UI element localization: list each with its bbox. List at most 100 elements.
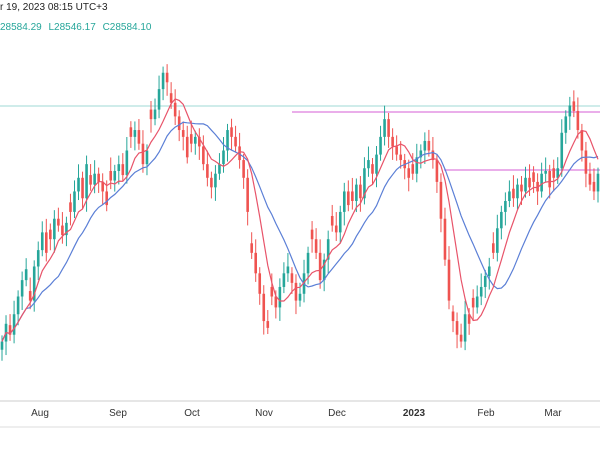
candle-body (157, 89, 161, 110)
candle (524, 166, 527, 198)
candle-body (427, 140, 431, 151)
candle (387, 112, 390, 148)
candle-body (145, 150, 149, 165)
candle-body (520, 184, 523, 192)
candle (399, 141, 402, 169)
candle-body (306, 252, 310, 274)
candle (355, 178, 358, 213)
candle-body (475, 296, 479, 308)
candle (165, 64, 169, 96)
candle-body (117, 164, 121, 171)
ohlc-value-low: L28546.17 (48, 22, 96, 33)
candle (451, 305, 455, 333)
candle-body (347, 191, 350, 206)
candle (286, 252, 290, 282)
candle (516, 178, 519, 210)
candle-body (97, 173, 100, 182)
candle (109, 157, 113, 190)
candle-body (375, 154, 378, 174)
candle-body (181, 130, 185, 137)
candle-body (49, 229, 52, 240)
candle (278, 278, 282, 321)
candle (53, 210, 56, 253)
candle (596, 167, 600, 203)
candle-body (459, 334, 463, 342)
candle (129, 121, 133, 148)
candle (588, 162, 592, 191)
candle (359, 176, 362, 212)
candle (379, 125, 382, 161)
candle-body (270, 286, 274, 297)
candle (500, 205, 503, 240)
candle-body (133, 130, 137, 137)
candle (294, 274, 298, 315)
candle-body (234, 136, 237, 147)
candle-body (226, 130, 229, 151)
candle (113, 164, 117, 192)
candle-body (524, 177, 527, 192)
candle (250, 232, 253, 259)
candle (153, 98, 157, 126)
candle-body (371, 164, 374, 174)
candle (342, 182, 346, 226)
candle-body (580, 130, 584, 151)
candle-body (504, 200, 507, 212)
candle (496, 214, 499, 262)
candle-body (544, 170, 547, 174)
candle (491, 232, 495, 259)
candle-body (77, 177, 80, 192)
candle-body (153, 109, 157, 120)
candle (403, 153, 407, 180)
candle (20, 271, 24, 311)
candle (310, 221, 314, 253)
candle-body (169, 93, 173, 103)
candle-body (423, 140, 427, 151)
candle-body (250, 243, 253, 253)
candle-body (528, 177, 531, 188)
x-tick-label: Dec (328, 408, 346, 419)
candle-body (355, 184, 358, 201)
candle-body (359, 184, 362, 199)
candle (459, 323, 463, 348)
candle (512, 175, 515, 207)
candle-body (290, 273, 294, 283)
candle-body (439, 181, 443, 219)
candle-body (8, 325, 12, 335)
candle (423, 132, 427, 165)
candle (270, 273, 274, 306)
candle (185, 125, 189, 164)
candle-body (53, 218, 56, 240)
candle (536, 173, 539, 205)
candle (322, 253, 326, 292)
x-tick-label: Sep (109, 408, 127, 419)
x-tick-label: Aug (31, 408, 49, 419)
candle-body (576, 110, 580, 131)
candle-body (36, 250, 40, 267)
candle-body (286, 266, 290, 274)
candle-body (113, 170, 117, 181)
candle-body (238, 146, 241, 161)
candle-body (206, 164, 209, 178)
candle (592, 168, 596, 201)
candle (463, 300, 467, 351)
candle (351, 177, 354, 210)
candle (101, 173, 104, 205)
candle-body (500, 211, 503, 229)
ohlc-value-close: C28584.10 (102, 22, 152, 33)
candle (238, 132, 241, 169)
candle-body (73, 191, 76, 212)
candle-body (28, 291, 32, 301)
candle-body (65, 222, 68, 236)
candle (411, 153, 415, 180)
candle (584, 141, 588, 188)
candle (36, 241, 40, 280)
candle (246, 169, 249, 226)
candle-body (210, 177, 213, 188)
candle-body (198, 136, 201, 147)
candle (230, 118, 233, 151)
candle (427, 129, 431, 157)
candle-body (173, 102, 177, 117)
candle-body (314, 239, 318, 253)
candle (149, 100, 153, 133)
